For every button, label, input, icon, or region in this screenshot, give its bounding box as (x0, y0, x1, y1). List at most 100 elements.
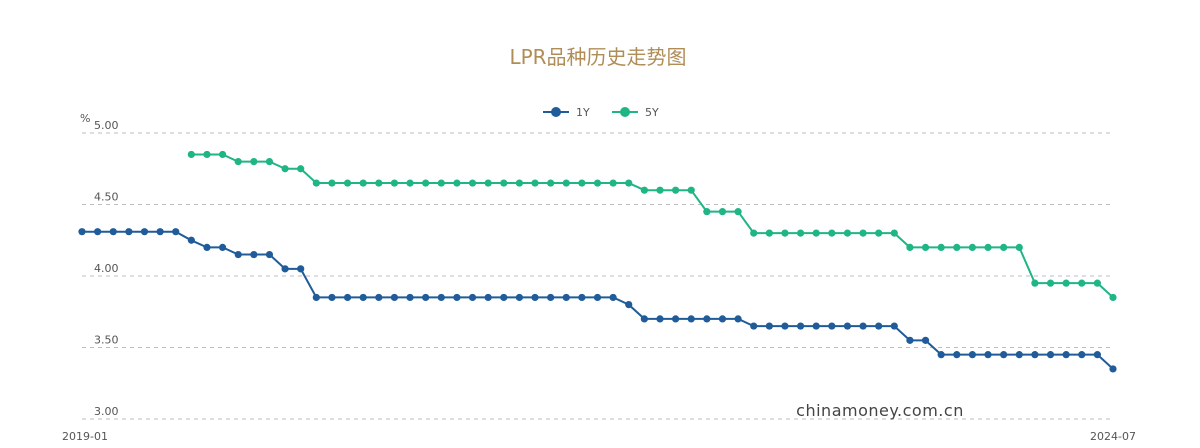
data-point[interactable] (890, 229, 898, 237)
data-point[interactable] (297, 165, 305, 173)
data-point[interactable] (375, 179, 383, 187)
data-point[interactable] (359, 293, 367, 302)
data-point[interactable] (718, 208, 727, 216)
data-point[interactable] (859, 229, 867, 237)
data-point[interactable] (218, 150, 227, 159)
data-point[interactable] (1093, 279, 1101, 287)
data-point[interactable] (625, 301, 633, 309)
data-point[interactable] (1000, 243, 1008, 251)
data-point[interactable] (265, 250, 274, 259)
data-point[interactable] (765, 322, 773, 330)
data-point[interactable] (109, 228, 117, 236)
data-point[interactable] (1093, 351, 1101, 359)
data-point[interactable] (859, 322, 867, 330)
data-point[interactable] (1015, 351, 1023, 359)
data-point[interactable] (312, 179, 320, 187)
data-point[interactable] (1046, 279, 1055, 287)
data-point[interactable] (968, 243, 977, 251)
data-point[interactable] (734, 208, 742, 216)
data-point[interactable] (390, 179, 399, 187)
data-point[interactable] (375, 293, 383, 302)
data-point[interactable] (812, 229, 820, 237)
data-point[interactable] (953, 243, 961, 251)
data-point[interactable] (781, 322, 789, 330)
data-point[interactable] (140, 228, 149, 236)
data-point[interactable] (937, 351, 945, 359)
data-point[interactable] (609, 179, 617, 187)
data-point[interactable] (484, 293, 492, 302)
data-point[interactable] (1031, 279, 1039, 287)
data-point[interactable] (562, 293, 570, 302)
data-point[interactable] (796, 322, 805, 330)
data-point[interactable] (984, 243, 992, 251)
data-point[interactable] (468, 293, 477, 302)
data-point[interactable] (547, 293, 555, 302)
data-point[interactable] (687, 186, 695, 194)
data-point[interactable] (1078, 279, 1086, 287)
data-point[interactable] (172, 228, 180, 236)
data-point[interactable] (484, 179, 492, 187)
data-point[interactable] (937, 243, 945, 251)
data-point[interactable] (703, 315, 711, 323)
data-point[interactable] (750, 229, 758, 237)
data-point[interactable] (812, 322, 820, 330)
data-point[interactable] (203, 243, 211, 251)
data-point[interactable] (156, 228, 164, 236)
data-point[interactable] (828, 229, 836, 237)
data-point[interactable] (531, 293, 539, 302)
data-point[interactable] (640, 186, 648, 194)
data-point[interactable] (625, 179, 633, 187)
data-point[interactable] (328, 293, 336, 302)
data-point[interactable] (1000, 351, 1008, 359)
data-point[interactable] (1109, 365, 1117, 373)
data-point[interactable] (1109, 293, 1117, 302)
data-point[interactable] (515, 293, 523, 302)
data-point[interactable] (921, 336, 930, 344)
data-point[interactable] (422, 293, 430, 302)
data-point[interactable] (406, 179, 414, 187)
data-point[interactable] (875, 229, 883, 237)
data-point[interactable] (640, 315, 648, 323)
data-point[interactable] (250, 158, 258, 166)
data-point[interactable] (390, 293, 399, 302)
data-point[interactable] (312, 293, 320, 302)
data-point[interactable] (656, 186, 664, 194)
data-point[interactable] (796, 229, 805, 237)
data-point[interactable] (1046, 351, 1055, 359)
data-point[interactable] (906, 243, 914, 251)
data-point[interactable] (890, 322, 898, 330)
data-point[interactable] (453, 293, 461, 302)
data-point[interactable] (359, 179, 367, 187)
data-point[interactable] (875, 322, 883, 330)
data-point[interactable] (343, 179, 352, 187)
data-point[interactable] (500, 293, 508, 302)
data-point[interactable] (843, 229, 852, 237)
legend-item-1Y[interactable]: 1Y (543, 106, 590, 119)
data-point[interactable] (515, 179, 523, 187)
data-point[interactable] (921, 243, 930, 251)
data-point[interactable] (281, 265, 289, 273)
data-point[interactable] (328, 179, 336, 187)
data-point[interactable] (203, 150, 211, 159)
data-point[interactable] (125, 228, 133, 236)
data-point[interactable] (531, 179, 539, 187)
data-point[interactable] (765, 229, 773, 237)
data-point[interactable] (281, 165, 289, 173)
data-point[interactable] (656, 315, 664, 323)
data-point[interactable] (78, 228, 86, 236)
data-point[interactable] (547, 179, 555, 187)
data-point[interactable] (828, 322, 836, 330)
data-point[interactable] (437, 293, 445, 302)
data-point[interactable] (734, 315, 742, 323)
data-point[interactable] (906, 336, 914, 344)
data-point[interactable] (468, 179, 477, 187)
legend-item-5Y[interactable]: 5Y (612, 106, 659, 119)
data-point[interactable] (343, 293, 352, 302)
data-point[interactable] (968, 351, 977, 359)
data-point[interactable] (609, 293, 617, 302)
data-point[interactable] (1078, 351, 1086, 359)
data-point[interactable] (1015, 243, 1023, 251)
data-point[interactable] (703, 208, 711, 216)
data-point[interactable] (578, 293, 586, 302)
data-point[interactable] (750, 322, 758, 330)
